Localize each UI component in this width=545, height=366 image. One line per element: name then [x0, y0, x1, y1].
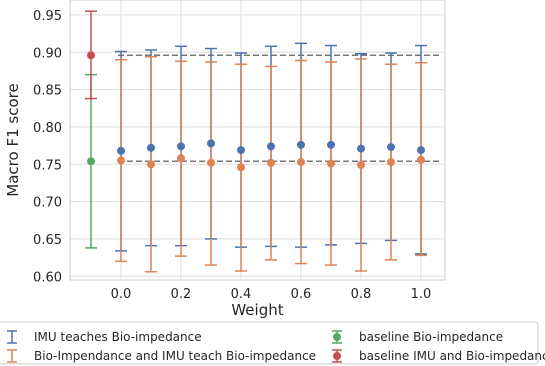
data-point: [327, 140, 335, 149]
data-point: [117, 156, 125, 165]
legend-marker: [333, 352, 341, 360]
data-points: [87, 51, 425, 172]
legend-box: [0, 321, 539, 365]
y-tick-label: 0.70: [33, 196, 62, 211]
y-tick-label: 0.90: [33, 46, 62, 61]
x-tick-label: 0.0: [111, 287, 132, 302]
data-point: [267, 142, 275, 151]
data-point: [237, 163, 245, 172]
data-point: [87, 157, 95, 166]
plot-area: [69, 0, 446, 281]
y-tick-label: 0.65: [33, 233, 62, 248]
y-tick-label: 0.80: [33, 121, 62, 136]
data-point: [207, 158, 215, 167]
x-tick-label: 1.0: [411, 287, 432, 302]
x-tick-label: 0.6: [291, 287, 312, 302]
x-tick-label: 0.4: [231, 287, 252, 302]
data-point: [147, 160, 155, 169]
legend-label: Bio-Impendance and IMU teach Bio-impedan…: [34, 349, 316, 363]
data-point: [87, 51, 95, 60]
x-tick-label: 0.8: [351, 287, 372, 302]
data-point: [177, 154, 185, 163]
data-point: [297, 158, 305, 167]
data-point: [237, 146, 245, 155]
x-tick-label: 0.2: [171, 287, 192, 302]
data-point: [357, 161, 365, 170]
legend-marker: [333, 333, 341, 341]
data-point: [387, 143, 395, 152]
data-point: [417, 146, 425, 155]
y-tick-label: 0.75: [33, 158, 62, 173]
legend-label: baseline IMU and Bio-impedance: [359, 349, 545, 363]
data-point: [117, 146, 125, 155]
data-point: [417, 155, 425, 164]
plot-frame: [69, 0, 446, 281]
y-tick-label: 0.60: [33, 270, 62, 285]
y-axis-label: Macro F1 score: [4, 83, 22, 196]
data-point: [327, 159, 335, 168]
legend-label: IMU teaches Bio-impedance: [34, 330, 202, 344]
data-point: [297, 140, 305, 149]
x-axis-label: Weight: [231, 301, 283, 319]
data-point: [387, 158, 395, 167]
data-point: [147, 143, 155, 152]
legend-label: baseline Bio-impedance: [359, 330, 503, 344]
data-point: [357, 144, 365, 153]
data-point: [267, 158, 275, 167]
legend: IMU teaches Bio-impedance Bio-Impendance …: [0, 321, 545, 365]
y-tick-label: 0.85: [33, 84, 62, 99]
data-point: [177, 142, 185, 151]
y-tick-labels: 0.60 0.65 0.70 0.75 0.80 0.85 0.90 0.95: [33, 9, 62, 285]
x-tick-labels: 0.0 0.2 0.4 0.6 0.8 1.0: [111, 287, 432, 302]
data-point: [207, 139, 215, 148]
y-tick-label: 0.95: [33, 9, 62, 24]
